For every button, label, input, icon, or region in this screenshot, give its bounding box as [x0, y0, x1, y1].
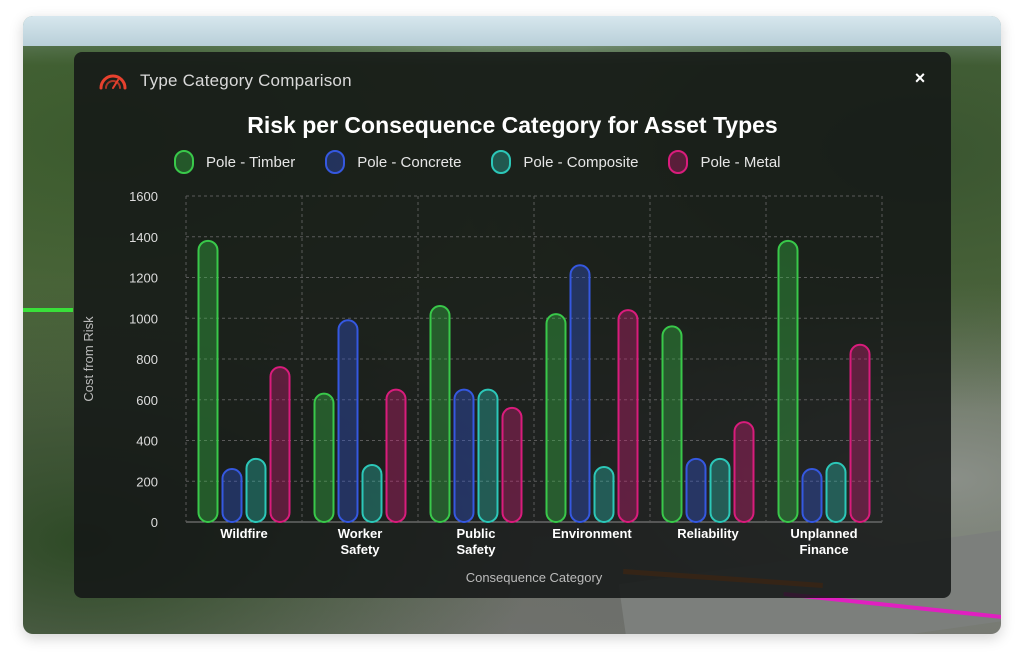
bar-timber-1: [313, 392, 335, 524]
chart-title: Risk per Consequence Category for Asset …: [247, 112, 778, 138]
bar-metal-0: [269, 366, 291, 523]
bar-metal-1: [385, 388, 407, 523]
y-tick-label: 0: [151, 515, 158, 530]
y-tick-label: 1000: [129, 311, 158, 326]
legend-swatch-composite: [491, 150, 512, 174]
bar-metal-3: [617, 309, 639, 523]
y-tick-label: 1200: [129, 271, 158, 286]
legend-item-metal[interactable]: Pole - Metal: [668, 150, 781, 174]
bar-metal-2: [501, 406, 523, 523]
legend-item-concrete[interactable]: Pole - Concrete: [325, 150, 461, 174]
bar-timber-2: [429, 305, 451, 523]
dialog-title: Type Category Comparison: [140, 71, 352, 90]
bar-composite-3: [593, 465, 615, 523]
legend-label-concrete: Pole - Concrete: [357, 153, 462, 171]
bar-metal-5: [849, 343, 871, 523]
comparison-dialog: Type Category Comparison × Risk per Cons…: [74, 52, 951, 598]
sky-strip: [23, 16, 1001, 46]
legend-label-timber: Pole - Timber: [206, 153, 296, 171]
y-axis-title: Cost from Risk: [81, 316, 96, 402]
bar-concrete-2: [453, 388, 475, 523]
bar-composite-1: [361, 463, 383, 524]
legend-label-metal: Pole - Metal: [700, 153, 781, 171]
close-button[interactable]: ×: [914, 68, 926, 88]
legend-item-composite[interactable]: Pole - Composite: [491, 150, 638, 174]
legend-swatch-metal: [668, 150, 689, 174]
bar-chart: 0 200 400 600 800 1000 1200 1400 1600 Wildfire Wor…: [81, 189, 883, 585]
bar-timber-4: [661, 325, 683, 523]
bar-timber-5: [777, 239, 799, 523]
bar-timber-3: [545, 313, 567, 523]
x-category-label: Wildfire: [220, 526, 268, 541]
legend-item-timber[interactable]: Pole - Timber: [174, 150, 295, 174]
y-tick-label: 400: [136, 434, 158, 449]
bar-composite-4: [709, 457, 731, 523]
y-tick-label: 600: [136, 393, 158, 408]
gauge-icon: [98, 70, 128, 92]
bar-timber-0: [197, 239, 219, 523]
y-tick-label: 1400: [129, 230, 158, 245]
bar-concrete-3: [569, 264, 591, 523]
y-tick-label: 1600: [129, 189, 158, 204]
bar-metal-4: [733, 421, 755, 524]
y-tick-label: 200: [136, 474, 158, 489]
bar-composite-2: [477, 388, 499, 523]
legend-swatch-timber: [174, 150, 194, 174]
x-category-label: Public Safety: [456, 526, 496, 557]
dialog-header: Type Category Comparison: [98, 68, 352, 94]
x-category-label: Worker Safety: [338, 526, 383, 557]
x-axis-title: Consequence Category: [466, 570, 603, 585]
x-category-label: Unplanned Finance: [790, 526, 857, 557]
bar-concrete-5: [801, 468, 823, 523]
bar-concrete-4: [685, 457, 707, 523]
legend-swatch-concrete: [325, 150, 346, 174]
chart-legend: Pole - Timber Pole - Concrete Pole - Com…: [174, 150, 811, 174]
power-line: [23, 308, 73, 312]
bar-concrete-1: [337, 319, 359, 523]
x-category-label: Environment: [552, 526, 632, 541]
bar-composite-0: [245, 457, 267, 523]
y-tick-label: 800: [136, 352, 158, 367]
bar-concrete-0: [221, 468, 243, 523]
legend-label-composite: Pole - Composite: [523, 153, 639, 171]
x-category-label: Reliability: [677, 526, 739, 541]
bar-composite-5: [825, 461, 847, 524]
